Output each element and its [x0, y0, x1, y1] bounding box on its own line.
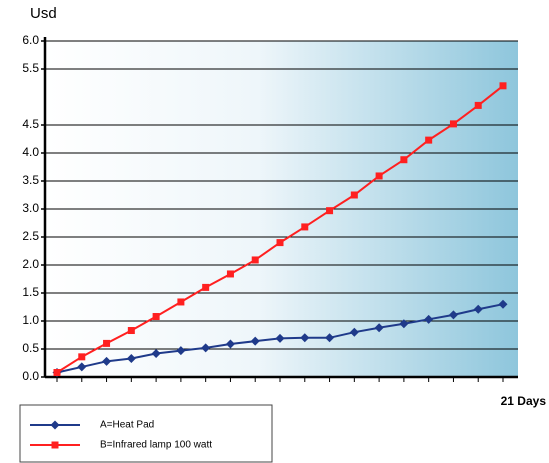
point: [449, 120, 457, 128]
y-tick-label: 5.5: [22, 61, 39, 75]
point: [473, 304, 483, 314]
point: [448, 310, 458, 320]
legend-label: B=Infrared lamp 100 watt: [100, 440, 212, 451]
point: [176, 346, 186, 356]
point: [474, 101, 482, 109]
y-tick-label: 3.5: [22, 173, 39, 187]
y-tick-label: 4.0: [22, 145, 39, 159]
point: [349, 327, 359, 337]
legend-box: [19, 404, 273, 463]
point: [102, 356, 112, 366]
point: [350, 191, 358, 199]
point: [103, 339, 111, 347]
point: [301, 223, 309, 231]
point: [152, 313, 160, 321]
point: [300, 333, 310, 343]
y-tick-label: 1.5: [22, 285, 39, 299]
point: [325, 333, 335, 343]
y-tick-label: 2.0: [22, 257, 39, 271]
point: [151, 348, 161, 358]
point: [225, 339, 235, 349]
legend-marker: [50, 420, 60, 430]
y-tick-label: 0.0: [22, 369, 39, 383]
point: [127, 327, 135, 335]
point: [375, 172, 383, 180]
point: [275, 333, 285, 343]
legend-marker: [51, 441, 59, 449]
point: [202, 283, 210, 291]
point: [374, 323, 384, 333]
point: [425, 136, 433, 144]
point: [78, 353, 86, 361]
point: [77, 362, 87, 372]
point: [226, 270, 234, 278]
point: [276, 239, 284, 247]
y-tick-label: 4.5: [22, 117, 39, 131]
y-tick-label: 6.0: [22, 33, 39, 47]
point: [400, 156, 408, 164]
point: [499, 82, 507, 90]
point: [326, 207, 334, 215]
y-axis-label: Usd: [30, 5, 57, 22]
point: [424, 314, 434, 324]
point: [201, 343, 211, 353]
point: [498, 299, 508, 309]
point: [126, 354, 136, 364]
y-tick-label: 0.5: [22, 341, 39, 355]
point: [177, 298, 185, 306]
y-tick-label: 2.5: [22, 229, 39, 243]
y-tick-label: 3.0: [22, 201, 39, 215]
point: [399, 319, 409, 329]
x-axis-label: 21 Days: [501, 394, 547, 408]
point: [53, 369, 61, 377]
legend-label: A=Heat Pad: [100, 420, 154, 431]
y-tick-label: 1.0: [22, 313, 39, 327]
point: [251, 256, 259, 264]
point: [250, 336, 260, 346]
